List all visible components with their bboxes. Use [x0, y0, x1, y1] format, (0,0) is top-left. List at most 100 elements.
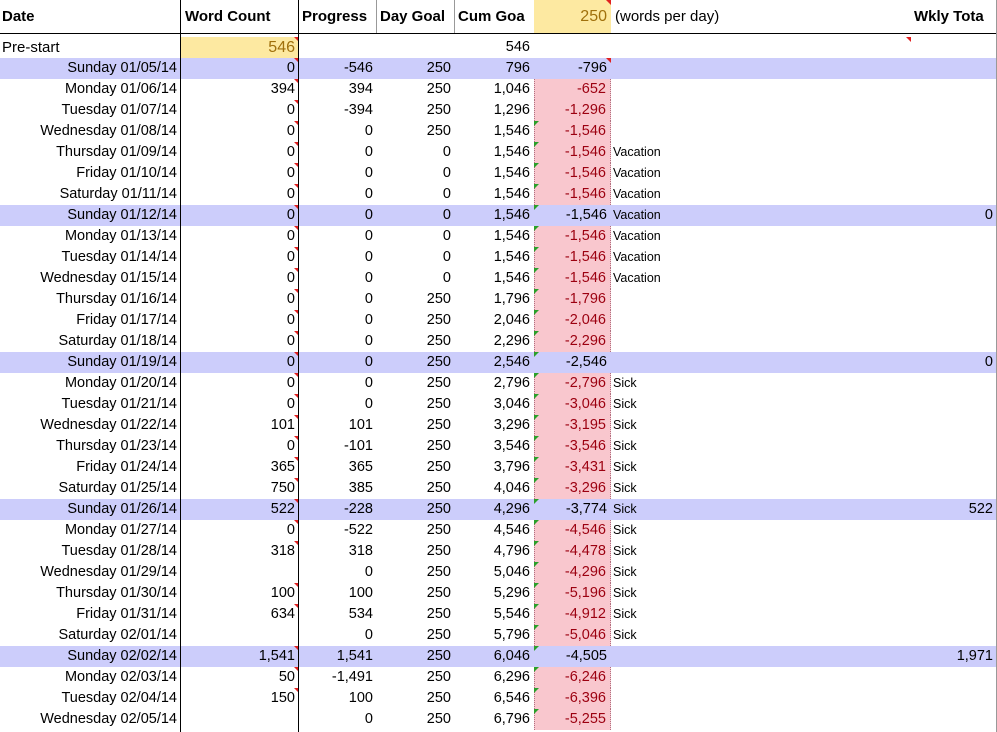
weekly-total-cell[interactable]: [911, 121, 997, 142]
cum-goal-cell[interactable]: 2,796: [493, 375, 530, 391]
date-cell[interactable]: Tuesday 01/14/14: [61, 249, 177, 265]
note-cell[interactable]: [611, 688, 911, 709]
weekly-total-cell[interactable]: [911, 184, 997, 205]
progress-cell[interactable]: 0: [364, 354, 373, 370]
weekly-total-cell[interactable]: [911, 541, 997, 562]
date-cell[interactable]: Thursday 01/30/14: [56, 585, 177, 601]
date-cell[interactable]: Sunday 01/05/14: [67, 60, 177, 76]
deficit-cell[interactable]: -6,396: [534, 688, 611, 709]
day-goal-cell[interactable]: 250: [426, 396, 451, 412]
day-goal-cell[interactable]: 250: [426, 438, 451, 454]
deficit-cell[interactable]: -4,546: [534, 520, 611, 541]
day-goal-cell[interactable]: 250: [426, 627, 451, 643]
cum-goal-cell[interactable]: 1,546: [493, 186, 530, 202]
deficit-cell[interactable]: -1,546: [534, 142, 611, 163]
note-cell[interactable]: [611, 709, 911, 730]
progress-cell[interactable]: 0: [364, 375, 373, 391]
deficit-cell[interactable]: -652: [534, 79, 611, 100]
weekly-total-cell[interactable]: [911, 520, 997, 541]
day-goal-cell[interactable]: 250: [426, 669, 451, 685]
prestart-label[interactable]: Pre-start: [2, 39, 60, 56]
day-goal-cell[interactable]: 250: [426, 585, 451, 601]
cum-goal-cell[interactable]: 2,546: [493, 354, 530, 370]
progress-cell[interactable]: -101: [343, 438, 373, 454]
weekly-total-cell[interactable]: [911, 226, 997, 247]
deficit-cell[interactable]: -5,046: [534, 625, 611, 646]
deficit-cell[interactable]: -1,546: [534, 268, 611, 289]
day-goal-cell[interactable]: 250: [426, 102, 451, 118]
progress-cell[interactable]: 0: [364, 291, 373, 307]
goal-value-cell[interactable]: 250: [534, 0, 611, 33]
cum-goal-cell[interactable]: 2,046: [493, 312, 530, 328]
progress-cell[interactable]: 0: [364, 396, 373, 412]
date-cell[interactable]: Wednesday 01/29/14: [40, 564, 177, 580]
cum-goal-cell[interactable]: 3,546: [493, 438, 530, 454]
cum-goal-cell[interactable]: 3,796: [493, 459, 530, 475]
word-count-cell[interactable]: 365: [181, 457, 299, 478]
deficit-cell[interactable]: -1,546: [534, 247, 611, 268]
deficit-cell[interactable]: -2,046: [534, 310, 611, 331]
note-cell[interactable]: [611, 352, 911, 373]
progress-cell[interactable]: 100: [348, 585, 373, 601]
deficit-cell[interactable]: -3,774: [565, 501, 607, 517]
cum-goal-cell[interactable]: 1,546: [493, 144, 530, 160]
cum-goal-cell[interactable]: 4,796: [493, 543, 530, 559]
day-goal-cell[interactable]: 0: [442, 186, 451, 202]
date-cell[interactable]: Tuesday 01/07/14: [61, 102, 177, 118]
weekly-total-cell[interactable]: 0: [984, 207, 993, 223]
cum-goal-cell[interactable]: 1,546: [493, 270, 530, 286]
day-goal-cell[interactable]: 250: [426, 123, 451, 139]
deficit-cell[interactable]: -796: [577, 60, 607, 76]
note-cell[interactable]: Vacation: [613, 145, 661, 159]
word-count-cell[interactable]: 1,541: [181, 646, 299, 667]
note-cell[interactable]: Sick: [613, 523, 637, 537]
day-goal-cell[interactable]: 250: [426, 81, 451, 97]
day-goal-cell[interactable]: 0: [442, 270, 451, 286]
date-cell[interactable]: Monday 01/27/14: [64, 522, 177, 538]
word-count-cell[interactable]: [181, 625, 299, 646]
day-goal-cell[interactable]: 250: [426, 501, 451, 517]
note-cell[interactable]: Sick: [613, 418, 637, 432]
note-cell[interactable]: [611, 310, 911, 331]
weekly-total-cell[interactable]: [911, 478, 997, 499]
weekly-total-cell[interactable]: [911, 142, 997, 163]
word-count-cell[interactable]: 750: [181, 478, 299, 499]
date-cell[interactable]: Tuesday 01/21/14: [61, 396, 177, 412]
word-count-cell[interactable]: 394: [181, 79, 299, 100]
date-cell[interactable]: Tuesday 02/04/14: [61, 690, 177, 706]
day-goal-cell[interactable]: 250: [426, 417, 451, 433]
progress-cell[interactable]: -522: [343, 522, 373, 538]
word-count-cell[interactable]: 0: [181, 352, 299, 373]
day-goal-cell[interactable]: 250: [426, 291, 451, 307]
deficit-cell[interactable]: -5,196: [534, 583, 611, 604]
deficit-cell[interactable]: -6,246: [534, 667, 611, 688]
deficit-cell[interactable]: -4,478: [534, 541, 611, 562]
progress-cell[interactable]: 0: [364, 627, 373, 643]
header-day-goal[interactable]: Day Goal: [380, 8, 446, 25]
cum-goal-cell[interactable]: 1,796: [493, 291, 530, 307]
note-cell[interactable]: [611, 331, 911, 352]
weekly-total-cell[interactable]: [911, 625, 997, 646]
note-cell[interactable]: Vacation: [613, 271, 661, 285]
weekly-total-cell[interactable]: [911, 58, 997, 79]
header-progress[interactable]: Progress: [302, 8, 368, 25]
note-cell[interactable]: [611, 58, 911, 79]
deficit-cell[interactable]: -1,796: [534, 289, 611, 310]
word-count-cell[interactable]: 0: [181, 310, 299, 331]
deficit-cell[interactable]: -3,046: [534, 394, 611, 415]
day-goal-cell[interactable]: 0: [442, 249, 451, 265]
progress-cell[interactable]: 0: [364, 186, 373, 202]
note-cell[interactable]: [611, 289, 911, 310]
date-cell[interactable]: Saturday 01/18/14: [58, 333, 177, 349]
cum-goal-cell[interactable]: 1,546: [493, 249, 530, 265]
word-count-cell[interactable]: 0: [181, 184, 299, 205]
deficit-cell[interactable]: -5,255: [534, 709, 611, 730]
weekly-total-cell[interactable]: [911, 79, 997, 100]
goal-note[interactable]: (words per day): [615, 8, 720, 25]
word-count-cell[interactable]: 0: [181, 121, 299, 142]
day-goal-cell[interactable]: 250: [426, 648, 451, 664]
cum-goal-cell[interactable]: 5,796: [493, 627, 530, 643]
note-cell[interactable]: Sick: [613, 481, 637, 495]
cum-goal-cell[interactable]: 4,296: [493, 501, 530, 517]
deficit-cell[interactable]: -2,296: [534, 331, 611, 352]
